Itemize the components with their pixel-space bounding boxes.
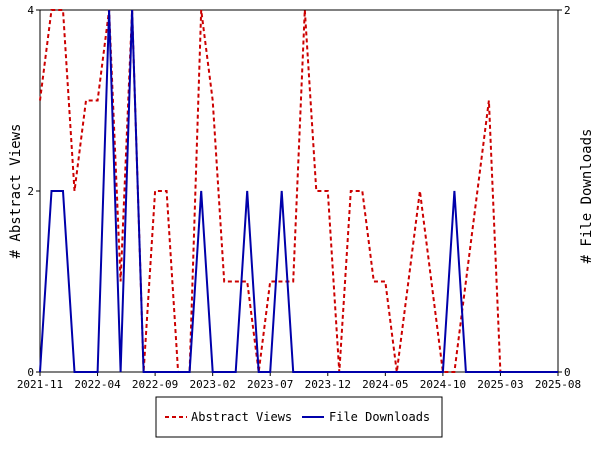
x-tick-label: 2023-12 [305,378,351,391]
y-axis-right: 02 [558,4,571,379]
x-tick-label: 2022-04 [74,378,121,391]
y-right-tick-label: 0 [564,366,571,379]
x-tick-label: 2021-11 [17,378,63,391]
y-left-tick-label: 2 [27,185,34,198]
legend: Abstract Views File Downloads [155,396,443,438]
series-line-file-downloads [39,9,558,373]
x-tick-label: 2024-10 [420,378,466,391]
x-axis: 2021-11 2022-04 2022-09 2023-02 2023-07 2023-… [17,372,581,391]
series-line-abstract-views [39,9,558,373]
legend-label-file-downloads: File Downloads [329,410,430,424]
y-axis-right-title: # File Downloads [579,129,595,264]
series-layer [39,9,558,373]
x-tick-label: 2023-02 [189,378,235,391]
y-left-tick-label: 0 [27,366,34,379]
y-right-tick-label: 2 [564,4,571,17]
x-tick-label: 2024-05 [362,378,408,391]
x-tick-label: 2022-09 [132,378,178,391]
x-tick-label: 2025-08 [535,378,581,391]
legend-box [155,396,443,438]
legend-label-abstract-views: Abstract Views [191,410,292,424]
y-axis-left-title: # Abstract Views [8,124,24,259]
x-tick-label: 2025-03 [477,378,523,391]
y-left-tick-label: 4 [27,4,34,17]
x-tick-label: 2023-07 [247,378,293,391]
y-axis-left: 0 2 4 [27,4,40,379]
